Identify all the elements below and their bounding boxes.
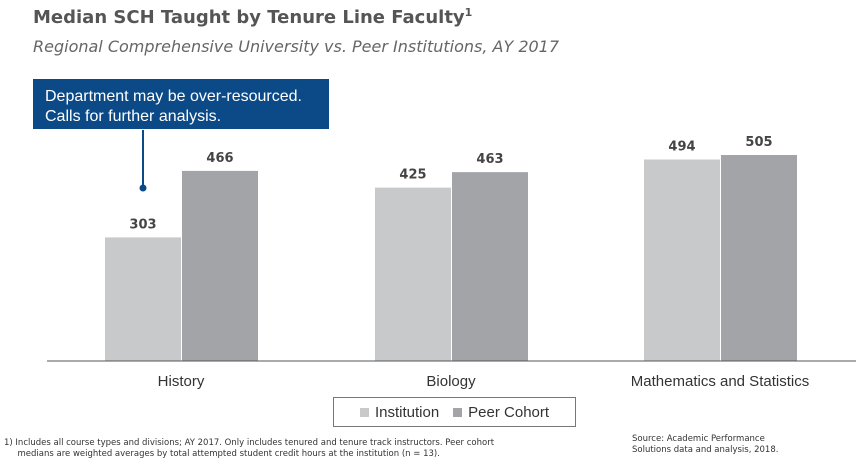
x-tick-label: History [158, 373, 205, 390]
bar-biology-institution [375, 187, 451, 361]
callout-line-2: Calls for further analysis. [45, 108, 222, 125]
callout-line-1: Department may be over-resourced. [45, 88, 302, 105]
chart-subtitle: Regional Comprehensive University vs. Pe… [33, 37, 560, 56]
legend-item-institution: Institution [359, 403, 440, 421]
footnote-line-1: 1) Includes all course types and divisio… [4, 438, 495, 448]
footnote: 1) Includes all course types and divisio… [4, 438, 564, 460]
data-label: 466 [206, 151, 233, 166]
callout-box: Department may be over-resourced. Calls … [33, 79, 329, 129]
data-label: 463 [476, 152, 503, 167]
data-label: 505 [745, 135, 772, 150]
chart-title-text: Median SCH Taught by Tenure Line Faculty [33, 7, 465, 28]
bar-history-institution [105, 237, 181, 361]
legend-label-peer-cohort: Peer Cohort [468, 403, 550, 421]
bar-mathematics-and-statistics-peer-cohort [721, 155, 797, 361]
source-note: Source: Academic Performance Solutions d… [632, 434, 852, 456]
callout-leader-dot [139, 184, 147, 192]
legend-label-institution: Institution [374, 403, 440, 421]
x-axis-labels: History Biology Mathematics and Statistics [158, 373, 810, 390]
legend-swatch-institution [359, 407, 369, 417]
chart-title: Median SCH Taught by Tenure Line Faculty… [33, 7, 472, 28]
source-line-1: Source: Academic Performance [632, 434, 765, 444]
data-label: 494 [668, 139, 695, 154]
legend-item-peer-cohort: Peer Cohort [453, 404, 549, 421]
bar-mathematics-and-statistics-institution [644, 159, 720, 361]
bar-biology-peer-cohort [452, 172, 528, 361]
x-tick-label: Mathematics and Statistics [631, 373, 809, 390]
x-tick-label: Biology [426, 373, 476, 390]
footnote-line-2: medians are weighted averages by total a… [4, 449, 440, 459]
bars-group: 303 466 425 463 494 505 [105, 135, 797, 361]
source-line-2: Solutions data and analysis, 2018. [632, 445, 779, 455]
legend: Institution Peer Cohort [333, 397, 576, 427]
legend-swatch-peer-cohort [453, 407, 463, 417]
title-footnote-marker: 1 [464, 6, 473, 19]
data-label: 425 [399, 168, 426, 183]
data-label: 303 [129, 217, 156, 232]
bar-history-peer-cohort [182, 170, 258, 361]
